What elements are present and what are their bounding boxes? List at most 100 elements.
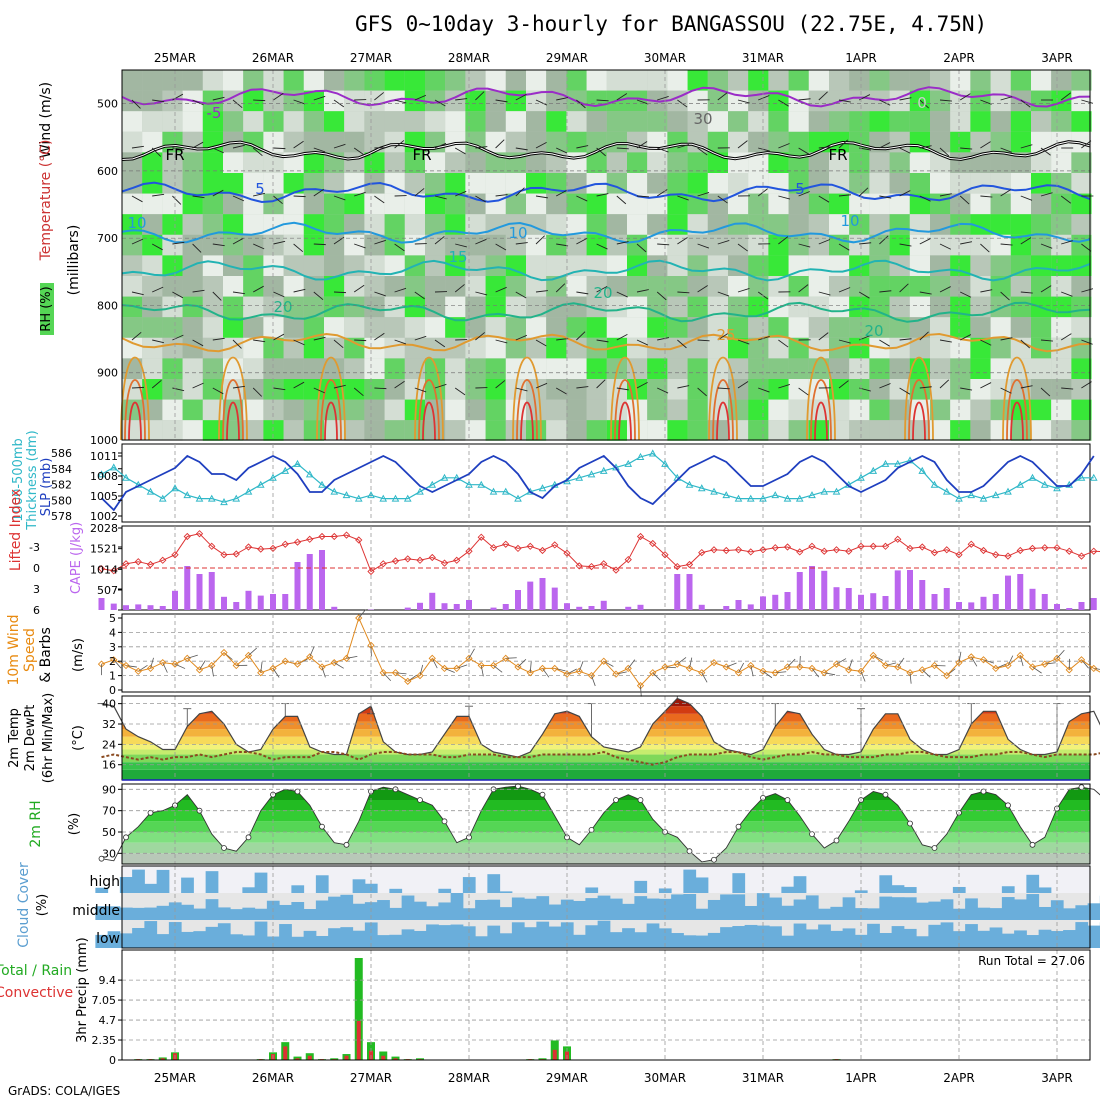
- cloud-cell: [695, 877, 709, 893]
- li-point: [808, 542, 816, 550]
- rh-point: [1005, 802, 1011, 809]
- rh-band: [122, 853, 1090, 864]
- precip-convective-bar: [393, 1058, 398, 1060]
- rh-cell: [829, 317, 850, 338]
- cloud-cell: [622, 928, 635, 948]
- li-point: [747, 548, 755, 556]
- wind-barb: [899, 338, 912, 341]
- rh-cell: [869, 276, 890, 297]
- rh-cell: [324, 70, 345, 91]
- rh-cell: [384, 296, 405, 318]
- rh-cell: [566, 296, 587, 318]
- rh-cell: [485, 255, 506, 276]
- temp-band: [122, 698, 1090, 707]
- cape-bar: [221, 596, 227, 610]
- contour-label: 20: [864, 322, 883, 340]
- cloud-cell: [426, 924, 439, 948]
- cape-bar: [760, 596, 766, 610]
- rh-cell: [627, 111, 648, 132]
- rh-cell: [788, 255, 809, 276]
- rh-cell: [425, 193, 446, 215]
- rh-cell: [909, 152, 930, 173]
- wind-barb: [1000, 387, 1012, 394]
- barbs-label: & Barbs: [38, 627, 54, 683]
- rh-cell: [344, 214, 365, 235]
- rh-cell: [465, 255, 486, 276]
- rh-cell: [384, 70, 405, 91]
- rh-cell: [808, 70, 829, 91]
- date-label-bottom: 2APR: [943, 1071, 974, 1085]
- li-point: [771, 544, 779, 552]
- cloud-cell: [597, 920, 611, 948]
- wind-barb: [737, 243, 748, 252]
- wind-barb: [919, 145, 932, 149]
- cloud-cell: [107, 931, 121, 948]
- wind-barb: [677, 385, 690, 389]
- rh-point: [907, 820, 913, 827]
- temp-tick: 24: [102, 738, 116, 751]
- rh-cell: [889, 152, 910, 173]
- rh-cell: [869, 255, 890, 276]
- date-label-bottom: 31MAR: [742, 1071, 784, 1085]
- li-point: [134, 558, 142, 566]
- precip-total-bar: [354, 958, 363, 1060]
- pressure-label: (millibars): [66, 225, 82, 296]
- rh-cell: [1051, 255, 1072, 276]
- cloud-cell: [903, 928, 917, 948]
- rh-cell: [627, 234, 648, 256]
- cloud-cell: [119, 933, 133, 948]
- wind-barb: [374, 291, 386, 297]
- wind-barb: [535, 235, 545, 245]
- rh-cell: [344, 173, 365, 194]
- rh-cell: [182, 399, 203, 421]
- cloud-frame: [121, 865, 1091, 949]
- rh-cell: [283, 317, 304, 338]
- rh-cell: [243, 111, 264, 132]
- rh-cell: [182, 358, 203, 379]
- rh-cell: [344, 234, 365, 256]
- rh-cell: [182, 420, 203, 441]
- rh-cell: [505, 234, 526, 256]
- rh-cell: [344, 399, 365, 421]
- rh-cell: [707, 234, 728, 256]
- wind-barb: [354, 191, 366, 197]
- rh-cell: [950, 152, 971, 173]
- rh-cell: [344, 379, 365, 400]
- rh-cell: [1071, 173, 1092, 194]
- li-point: [1041, 544, 1049, 552]
- rh-cell: [1071, 358, 1092, 379]
- precip-total-legend: Total / Rain: [0, 963, 72, 979]
- cloud-cell: [573, 900, 586, 920]
- wind-label: Wind (m/s): [38, 82, 54, 158]
- wind-barb: [131, 145, 144, 149]
- rh-cell: [829, 255, 850, 276]
- rh-cell: [970, 317, 991, 338]
- rh-cell: [970, 399, 991, 421]
- date-label-top: 31MAR: [742, 51, 784, 65]
- cloud-cell: [769, 897, 782, 920]
- cloud-cell: [1075, 905, 1089, 920]
- rh-cell: [1051, 193, 1072, 215]
- li-point: [967, 540, 975, 548]
- rh-cell: [586, 317, 607, 338]
- wind-barb: [131, 291, 144, 296]
- rh-cell: [404, 173, 425, 194]
- rh-cell: [364, 317, 385, 338]
- rh-cell: [788, 70, 809, 91]
- cloud-cell: [646, 923, 660, 948]
- wind-barb: [576, 145, 589, 149]
- rh-cell: [869, 90, 890, 112]
- wind-barb: [576, 195, 588, 202]
- rh-cell: [243, 90, 264, 112]
- rh-cell: [647, 193, 668, 215]
- cape-bar: [980, 596, 987, 610]
- rh-cell: [869, 214, 890, 235]
- rh-cell: [465, 276, 486, 297]
- cloud-cell: [144, 907, 158, 920]
- cloud-cell: [303, 930, 317, 948]
- wind-barb: [603, 660, 614, 667]
- wind-barb: [187, 654, 198, 659]
- rh-cell: [344, 358, 365, 379]
- li-point: [575, 562, 583, 570]
- wind-barb: [321, 666, 326, 678]
